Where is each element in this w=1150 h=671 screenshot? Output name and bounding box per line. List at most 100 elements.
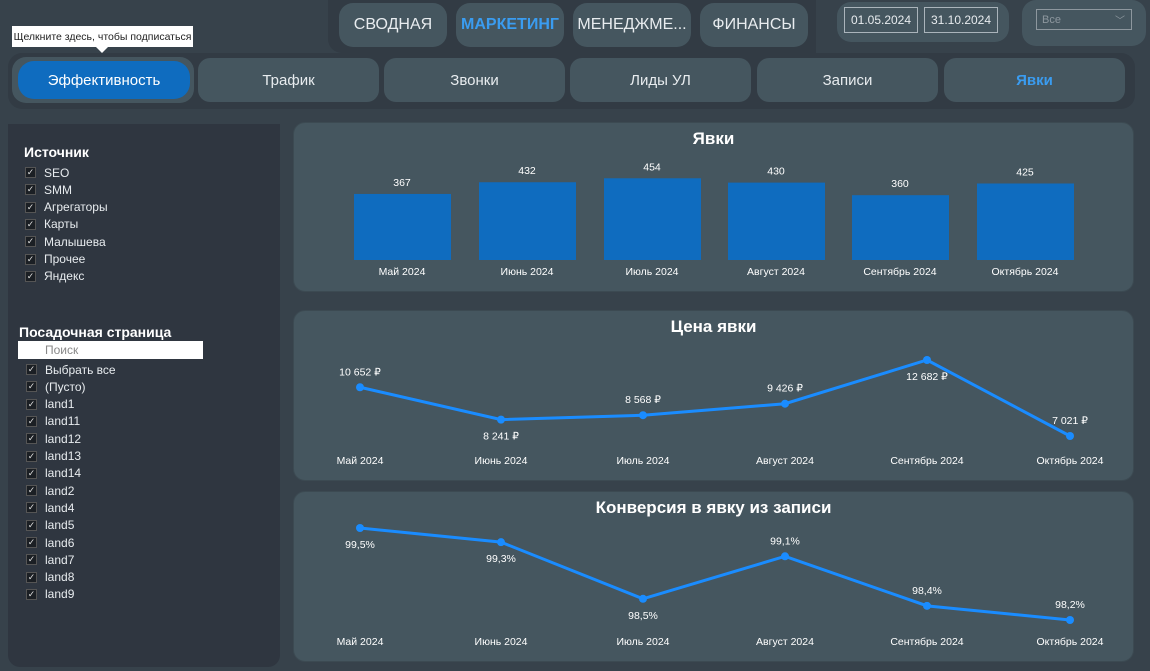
bar-data-label: 360 bbox=[891, 178, 909, 190]
x-tick-label: Август 2024 bbox=[747, 266, 805, 278]
checkbox-checked-icon[interactable]: ✓ bbox=[26, 450, 37, 462]
checkbox-checked-icon[interactable]: ✓ bbox=[26, 381, 37, 393]
tab-visits[interactable]: Явки bbox=[944, 58, 1125, 102]
top-nav: СВОДНАЯ МАРКЕТИНГ МЕНЕДЖМЕ... ФИНАНСЫ bbox=[328, 0, 816, 53]
filter-item-label: Прочее bbox=[44, 252, 86, 266]
source-filter-item[interactable]: ✓ Карты bbox=[25, 216, 78, 233]
point-data-label: 7 021 ₽ bbox=[1052, 415, 1088, 427]
point-data-label: 98,4% bbox=[912, 585, 942, 597]
x-tick-label: Сентябрь 2024 bbox=[890, 455, 963, 467]
checkbox-checked-icon[interactable]: ✓ bbox=[26, 415, 37, 427]
bar[interactable] bbox=[354, 193, 451, 260]
tab-management[interactable]: МЕНЕДЖМЕ... bbox=[573, 3, 691, 47]
bar-data-label: 367 bbox=[393, 177, 411, 189]
data-point[interactable] bbox=[639, 411, 647, 420]
filter-item-label: Яндекс bbox=[44, 269, 85, 284]
checkbox-checked-icon[interactable]: ✓ bbox=[25, 201, 36, 213]
data-point[interactable] bbox=[1066, 432, 1074, 440]
landing-filter-item[interactable]: ✓ land11 bbox=[26, 413, 80, 430]
data-point[interactable] bbox=[1066, 616, 1074, 624]
landing-filter-item[interactable]: ✓ land12 bbox=[26, 430, 81, 447]
landing-filter-item[interactable]: ✓ land13 bbox=[26, 448, 81, 465]
data-point[interactable] bbox=[356, 524, 364, 532]
landing-filter-item[interactable]: ✓ land9 bbox=[26, 586, 74, 603]
x-tick-label: Сентябрь 2024 bbox=[890, 636, 963, 648]
checkbox-checked-icon[interactable]: ✓ bbox=[26, 364, 37, 375]
visits-chart-card: Явки 367 Май 2024 432 Июнь 2024 454 Июль 2024 4… bbox=[293, 122, 1134, 292]
landing-filter-item[interactable]: ✓ land7 bbox=[26, 551, 74, 568]
landing-filter-item[interactable]: ✓ land2 bbox=[26, 482, 74, 499]
filter-item-label: land6 bbox=[45, 535, 75, 550]
series-line bbox=[359, 526, 1071, 622]
date-from-input[interactable]: 01.05.2024 bbox=[844, 7, 918, 33]
landing-filter-item[interactable]: ✓ land8 bbox=[26, 569, 74, 586]
point-data-label: 99,3% bbox=[486, 553, 516, 565]
landing-filter-item[interactable]: ✓ (Пусто) bbox=[26, 378, 86, 395]
filter-item-label: Малышева bbox=[44, 234, 106, 249]
data-point[interactable] bbox=[639, 594, 647, 603]
checkbox-checked-icon[interactable]: ✓ bbox=[26, 519, 37, 531]
checkbox-checked-icon[interactable]: ✓ bbox=[25, 184, 36, 196]
checkbox-checked-icon[interactable]: ✓ bbox=[25, 236, 36, 248]
filter-item-label: land13 bbox=[45, 449, 82, 463]
sub-tabs: Эффективность Трафик Звонки Лиды УЛ Запи… bbox=[8, 53, 1135, 109]
landing-filter-item[interactable]: ✓ land5 bbox=[26, 517, 74, 534]
landing-search-input[interactable]: Поиск bbox=[18, 341, 203, 359]
conversion-chart-card: Конверсия в явку из записи 99,5% Май 2024 9… bbox=[293, 491, 1134, 662]
bar[interactable] bbox=[728, 182, 825, 260]
x-tick-label: Сентябрь 2024 bbox=[863, 266, 936, 278]
tab-summary[interactable]: СВОДНАЯ bbox=[339, 3, 447, 47]
landing-filter-item[interactable]: ✓ land6 bbox=[26, 534, 74, 551]
checkbox-checked-icon[interactable]: ✓ bbox=[26, 571, 37, 583]
checkbox-checked-icon[interactable]: ✓ bbox=[26, 398, 37, 410]
data-point[interactable] bbox=[781, 399, 789, 408]
checkbox-checked-icon[interactable]: ✓ bbox=[26, 467, 37, 479]
checkbox-checked-icon[interactable]: ✓ bbox=[26, 433, 37, 445]
source-filter-item[interactable]: ✓ Яндекс bbox=[25, 268, 84, 285]
tab-marketing[interactable]: МАРКЕТИНГ bbox=[456, 3, 564, 47]
source-filter-item[interactable]: ✓ Агрегаторы bbox=[25, 199, 108, 216]
checkbox-checked-icon[interactable]: ✓ bbox=[26, 537, 37, 548]
tab-appointments[interactable]: Записи bbox=[757, 58, 938, 102]
point-data-label: 99,5% bbox=[345, 539, 375, 551]
visits-bar-chart: 367 Май 2024 432 Июнь 2024 454 Июль 2024 430 Ав… bbox=[354, 161, 1074, 278]
checkbox-checked-icon[interactable]: ✓ bbox=[25, 167, 36, 178]
checkbox-checked-icon[interactable]: ✓ bbox=[25, 218, 36, 230]
data-point[interactable] bbox=[497, 538, 505, 547]
date-to-input[interactable]: 31.10.2024 bbox=[924, 7, 998, 33]
point-data-label: 8 568 ₽ bbox=[625, 394, 661, 406]
data-point[interactable] bbox=[781, 552, 789, 561]
checkbox-checked-icon[interactable]: ✓ bbox=[25, 253, 36, 265]
data-point[interactable] bbox=[923, 356, 931, 364]
landing-filter-item[interactable]: ✓ land4 bbox=[26, 499, 74, 516]
filter-item-label: (Пусто) bbox=[45, 379, 86, 394]
landing-filter-item[interactable]: ✓ land14 bbox=[26, 465, 81, 482]
conversion-line-chart: 99,5% Май 2024 99,3% Июнь 2024 98,5% Июль 202… bbox=[337, 524, 1104, 648]
bar[interactable] bbox=[479, 182, 576, 260]
tab-calls[interactable]: Звонки bbox=[384, 58, 565, 102]
tab-traffic[interactable]: Трафик bbox=[198, 58, 379, 102]
landing-filter-item[interactable]: ✓ land1 bbox=[26, 396, 74, 413]
landing-filter-item[interactable]: ✓ Выбрать все bbox=[26, 361, 116, 378]
checkbox-checked-icon[interactable]: ✓ bbox=[26, 554, 37, 566]
checkbox-checked-icon[interactable]: ✓ bbox=[26, 588, 37, 600]
checkbox-checked-icon[interactable]: ✓ bbox=[26, 502, 37, 514]
source-filter-item[interactable]: ✓ SMM bbox=[25, 181, 72, 198]
data-point[interactable] bbox=[497, 415, 505, 424]
filter-dropdown[interactable]: Все ﹀ bbox=[1036, 9, 1132, 30]
bar[interactable] bbox=[852, 195, 949, 260]
tab-finance[interactable]: ФИНАНСЫ bbox=[700, 3, 808, 47]
source-filter-item[interactable]: ✓ Малышева bbox=[25, 233, 106, 250]
filter-item-label: land9 bbox=[45, 587, 75, 602]
checkbox-checked-icon[interactable]: ✓ bbox=[25, 270, 36, 282]
bar[interactable] bbox=[977, 183, 1074, 261]
source-filter-item[interactable]: ✓ SEO bbox=[25, 164, 69, 181]
tab-efficiency[interactable]: Эффективность bbox=[18, 61, 190, 99]
data-point[interactable] bbox=[923, 601, 931, 610]
date-range: 01.05.2024 31.10.2024 bbox=[837, 2, 1009, 42]
source-filter-item[interactable]: ✓ Прочее bbox=[25, 251, 85, 268]
checkbox-checked-icon[interactable]: ✓ bbox=[26, 485, 37, 497]
tab-leads[interactable]: Лиды УЛ bbox=[570, 58, 751, 102]
data-point[interactable] bbox=[356, 383, 364, 392]
bar[interactable] bbox=[604, 178, 701, 260]
